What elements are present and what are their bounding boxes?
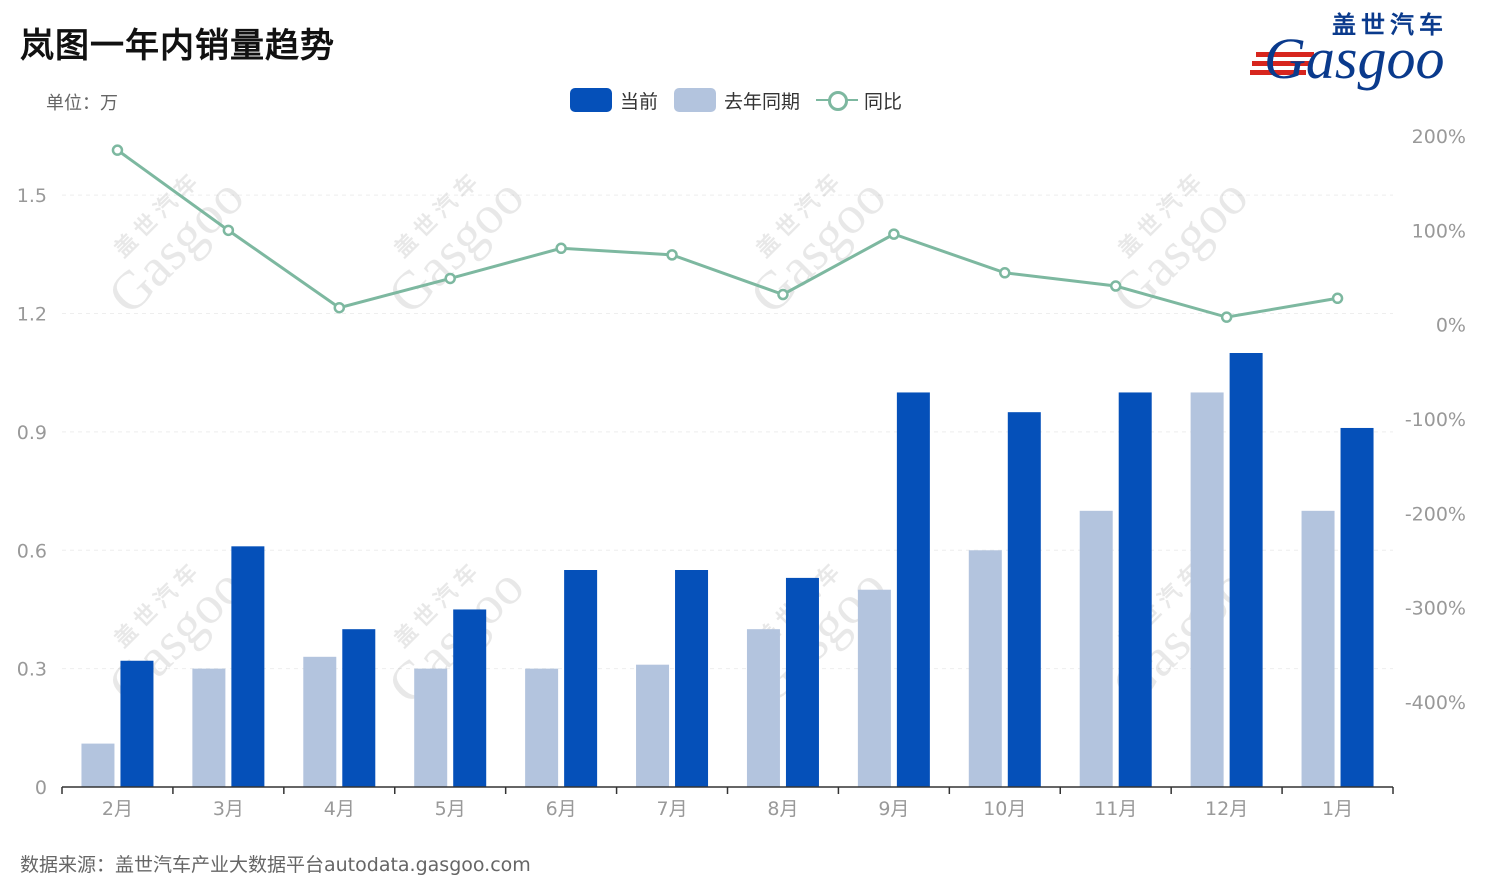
bar-current xyxy=(342,629,376,787)
y-right-tick-label: -100% xyxy=(1405,409,1466,431)
yoy-point xyxy=(111,144,124,156)
y-right-tick-label: -300% xyxy=(1405,598,1466,620)
yoy-point xyxy=(1331,292,1344,305)
bar-last-year xyxy=(192,668,226,787)
yoy-point xyxy=(1109,280,1122,292)
bar-last-year xyxy=(1190,392,1224,787)
yoy-point xyxy=(888,228,900,240)
legend-label-last-year: 去年同期 xyxy=(724,90,801,113)
bar-current xyxy=(675,570,709,787)
yoy-point xyxy=(999,267,1011,279)
y-left-tick-label: 1.2 xyxy=(17,304,47,326)
legend-swatch-yoy xyxy=(816,88,859,112)
legend-label-yoy: 同比 xyxy=(864,90,903,113)
bar-current xyxy=(1118,392,1152,787)
bar-current xyxy=(785,577,819,787)
x-tick-label: 11月 xyxy=(1094,798,1137,820)
bar-current xyxy=(1007,412,1041,787)
logo-cn-text: 盖世汽车 xyxy=(1332,11,1448,39)
x-tick-label: 5月 xyxy=(435,798,466,820)
y-left-tick-label: 0.6 xyxy=(17,540,47,562)
axes: 0 0.3 0.6 0.9 1.2 1.5 200% 100% 0% -100% -200% -300… xyxy=(17,126,1466,820)
bar-current xyxy=(564,570,598,787)
legend-item-yoy[interactable]: 同比 xyxy=(816,87,902,114)
y-left-tick-label: 0.9 xyxy=(17,422,47,444)
yoy-point xyxy=(333,301,346,314)
yoy-point xyxy=(555,242,567,255)
yoy-line xyxy=(111,144,1344,323)
yoy-point xyxy=(1220,311,1233,323)
bar-last-year xyxy=(636,664,670,787)
y-right-tick-label: -200% xyxy=(1405,503,1466,525)
bar-last-year xyxy=(1079,510,1113,787)
yoy-line-path xyxy=(116,148,1338,319)
logo-en-text: Gasgoo xyxy=(1264,26,1444,91)
bar-last-year xyxy=(81,743,115,787)
chart-title: 岚图一年内销量趋势 xyxy=(20,26,335,66)
y-left-tick-label: 0.3 xyxy=(17,659,47,681)
legend-swatch-current xyxy=(570,88,612,112)
x-tick-label: 3月 xyxy=(213,798,244,820)
bar-current xyxy=(896,392,930,787)
bar-current xyxy=(231,546,265,787)
data-source: 数据来源：盖世汽车产业大数据平台autodata.gasgoo.com xyxy=(20,854,531,876)
bar-last-year xyxy=(414,668,448,787)
yoy-point xyxy=(777,288,789,301)
bar-current xyxy=(453,609,487,787)
legend-item-last-year[interactable]: 去年同期 xyxy=(674,87,800,114)
grid-lines xyxy=(62,194,1393,670)
legend-label-current: 当前 xyxy=(620,90,659,113)
bar-current xyxy=(1340,427,1374,787)
x-tick-label: 8月 xyxy=(767,798,798,820)
x-tick-label: 12月 xyxy=(1205,798,1248,820)
unit-label: 单位：万 xyxy=(46,93,118,114)
bar-last-year xyxy=(525,668,559,787)
y-right-tick-label: 200% xyxy=(1412,126,1466,148)
y-right-tick-label: 0% xyxy=(1436,315,1466,337)
x-tick-label: 6月 xyxy=(546,798,577,820)
bar-last-year xyxy=(968,550,1002,787)
x-tick-label: 4月 xyxy=(324,798,355,820)
bar-last-year xyxy=(857,589,891,787)
y-left-tick-label: 1.5 xyxy=(17,185,47,207)
bar-current xyxy=(1229,353,1263,787)
x-tick-label: 2月 xyxy=(102,798,133,820)
bar-last-year xyxy=(746,629,780,787)
yoy-point xyxy=(666,249,678,261)
gasgoo-logo: 盖世汽车 Gasgoo xyxy=(1250,11,1448,91)
y-left-tick-label: 0 xyxy=(35,777,47,799)
x-tick-label: 10月 xyxy=(983,798,1026,820)
y-right-tick-label: -400% xyxy=(1405,692,1466,714)
x-tick-label: 9月 xyxy=(878,798,909,820)
bar-last-year xyxy=(303,656,337,787)
y-right-tick-label: 100% xyxy=(1412,220,1466,242)
legend: 当前 去年同期 同比 xyxy=(570,86,918,114)
bar-current xyxy=(120,660,154,787)
legend-item-current[interactable]: 当前 xyxy=(570,87,658,114)
yoy-point xyxy=(444,272,456,285)
legend-swatch-last-year xyxy=(674,88,717,112)
bars xyxy=(81,353,1374,787)
yoy-point xyxy=(222,224,235,237)
x-tick-label: 7月 xyxy=(656,798,687,820)
x-tick-label: 1月 xyxy=(1322,798,1353,820)
bar-last-year xyxy=(1301,510,1335,787)
